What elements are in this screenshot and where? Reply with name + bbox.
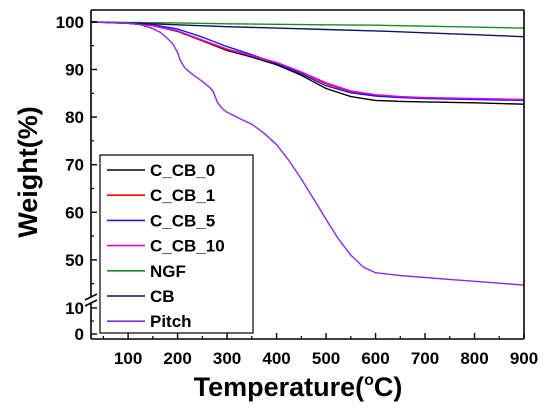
y-tick-label-100: 100 bbox=[56, 13, 84, 32]
y-tick-label-80: 80 bbox=[65, 108, 84, 127]
legend-item-c-cb-5: C_CB_5 bbox=[107, 211, 215, 230]
y-axis-label: Weight(%) bbox=[13, 106, 43, 237]
legend-label-c-cb-5: C_CB_5 bbox=[150, 211, 215, 230]
legend-label-c-cb-1: C_CB_1 bbox=[150, 186, 215, 205]
series-line-cb bbox=[90, 21, 525, 38]
series-line-c-cb-5 bbox=[90, 21, 525, 102]
axes: 100 200 300 400 500 600 700 800 900 0 10 50 60 70 80 90… bbox=[56, 9, 538, 368]
x-tick-label-700: 700 bbox=[411, 349, 439, 368]
legend-box bbox=[99, 154, 254, 334]
y-tick-label-90: 90 bbox=[65, 60, 84, 79]
y-tick-label-60: 60 bbox=[65, 203, 84, 222]
series-line-ngf bbox=[90, 21, 525, 29]
legend-label-pitch: Pitch bbox=[150, 312, 192, 331]
x-tick-label-100: 100 bbox=[114, 349, 142, 368]
series-line-pitch bbox=[90, 21, 525, 286]
y-tick-label-0: 0 bbox=[75, 325, 84, 344]
legend: C_CB_0 C_CB_1 C_CB_5 C_CB_10 NGF CB Pitch bbox=[99, 154, 254, 334]
legend-item-ngf: NGF bbox=[107, 262, 186, 281]
x-tick-label-800: 800 bbox=[460, 349, 488, 368]
y-axis-break-mark bbox=[84, 299, 98, 307]
y-tick-label-70: 70 bbox=[65, 156, 84, 175]
y-tick-label-50: 50 bbox=[65, 251, 84, 270]
y-tick-label-10: 10 bbox=[65, 299, 84, 318]
legend-item-pitch: Pitch bbox=[107, 312, 192, 331]
series-line-c-cb-10 bbox=[90, 21, 525, 101]
legend-item-cb: CB bbox=[107, 287, 175, 306]
legend-item-c-cb-0: C_CB_0 bbox=[107, 161, 215, 180]
x-tick-label-900: 900 bbox=[510, 349, 538, 368]
legend-label-ngf: NGF bbox=[150, 262, 186, 281]
x-tick-label-600: 600 bbox=[361, 349, 389, 368]
x-tick-label-400: 400 bbox=[262, 349, 290, 368]
legend-label-cb: CB bbox=[150, 287, 175, 306]
series-layer bbox=[90, 21, 525, 286]
y-axis-break-mark bbox=[84, 293, 98, 301]
x-tick-label-200: 200 bbox=[163, 349, 191, 368]
x-axis-label: Temperature(oC) bbox=[194, 372, 403, 402]
x-tick-label-500: 500 bbox=[312, 349, 340, 368]
x-axis-label-unit: C) bbox=[374, 372, 403, 402]
legend-label-c-cb-10: C_CB_10 bbox=[150, 237, 225, 256]
x-tick-label-300: 300 bbox=[213, 349, 241, 368]
legend-item-c-cb-10: C_CB_10 bbox=[107, 237, 225, 256]
x-axis-label-main: Temperature( bbox=[194, 372, 365, 402]
x-axis-label-degree: o bbox=[364, 372, 374, 389]
legend-label-c-cb-0: C_CB_0 bbox=[150, 161, 215, 180]
legend-item-c-cb-1: C_CB_1 bbox=[107, 186, 215, 205]
